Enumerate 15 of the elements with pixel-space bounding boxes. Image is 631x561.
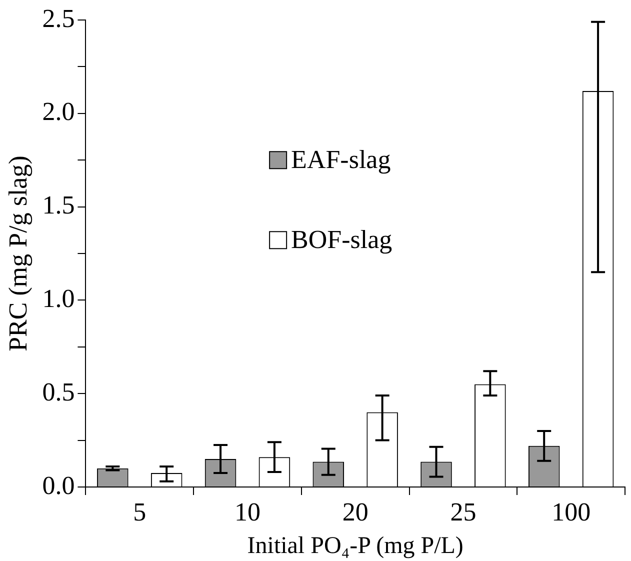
legend-label: BOF-slag bbox=[291, 224, 392, 254]
x-tick-label: 10 bbox=[234, 497, 260, 526]
y-axis-title: PRC (mg P/g slag) bbox=[3, 156, 32, 352]
x-axis-title: Initial PO₄-P (mg P/L) bbox=[247, 532, 464, 559]
y-tick-label: 2.0 bbox=[42, 97, 75, 126]
x-tick-label: 25 bbox=[450, 497, 476, 526]
x-tick-label: 20 bbox=[342, 497, 368, 526]
y-tick-label: 0.0 bbox=[42, 470, 75, 500]
x-tick-label: 5 bbox=[133, 497, 146, 526]
y-tick-label: 0.5 bbox=[42, 377, 75, 406]
x-tick-label: 100 bbox=[552, 497, 591, 526]
legend-label: EAF-slag bbox=[291, 144, 391, 174]
y-tick-label: 1.0 bbox=[42, 284, 75, 314]
y-tick-label: 1.5 bbox=[42, 190, 75, 220]
y-tick-label: 2.5 bbox=[42, 4, 75, 33]
